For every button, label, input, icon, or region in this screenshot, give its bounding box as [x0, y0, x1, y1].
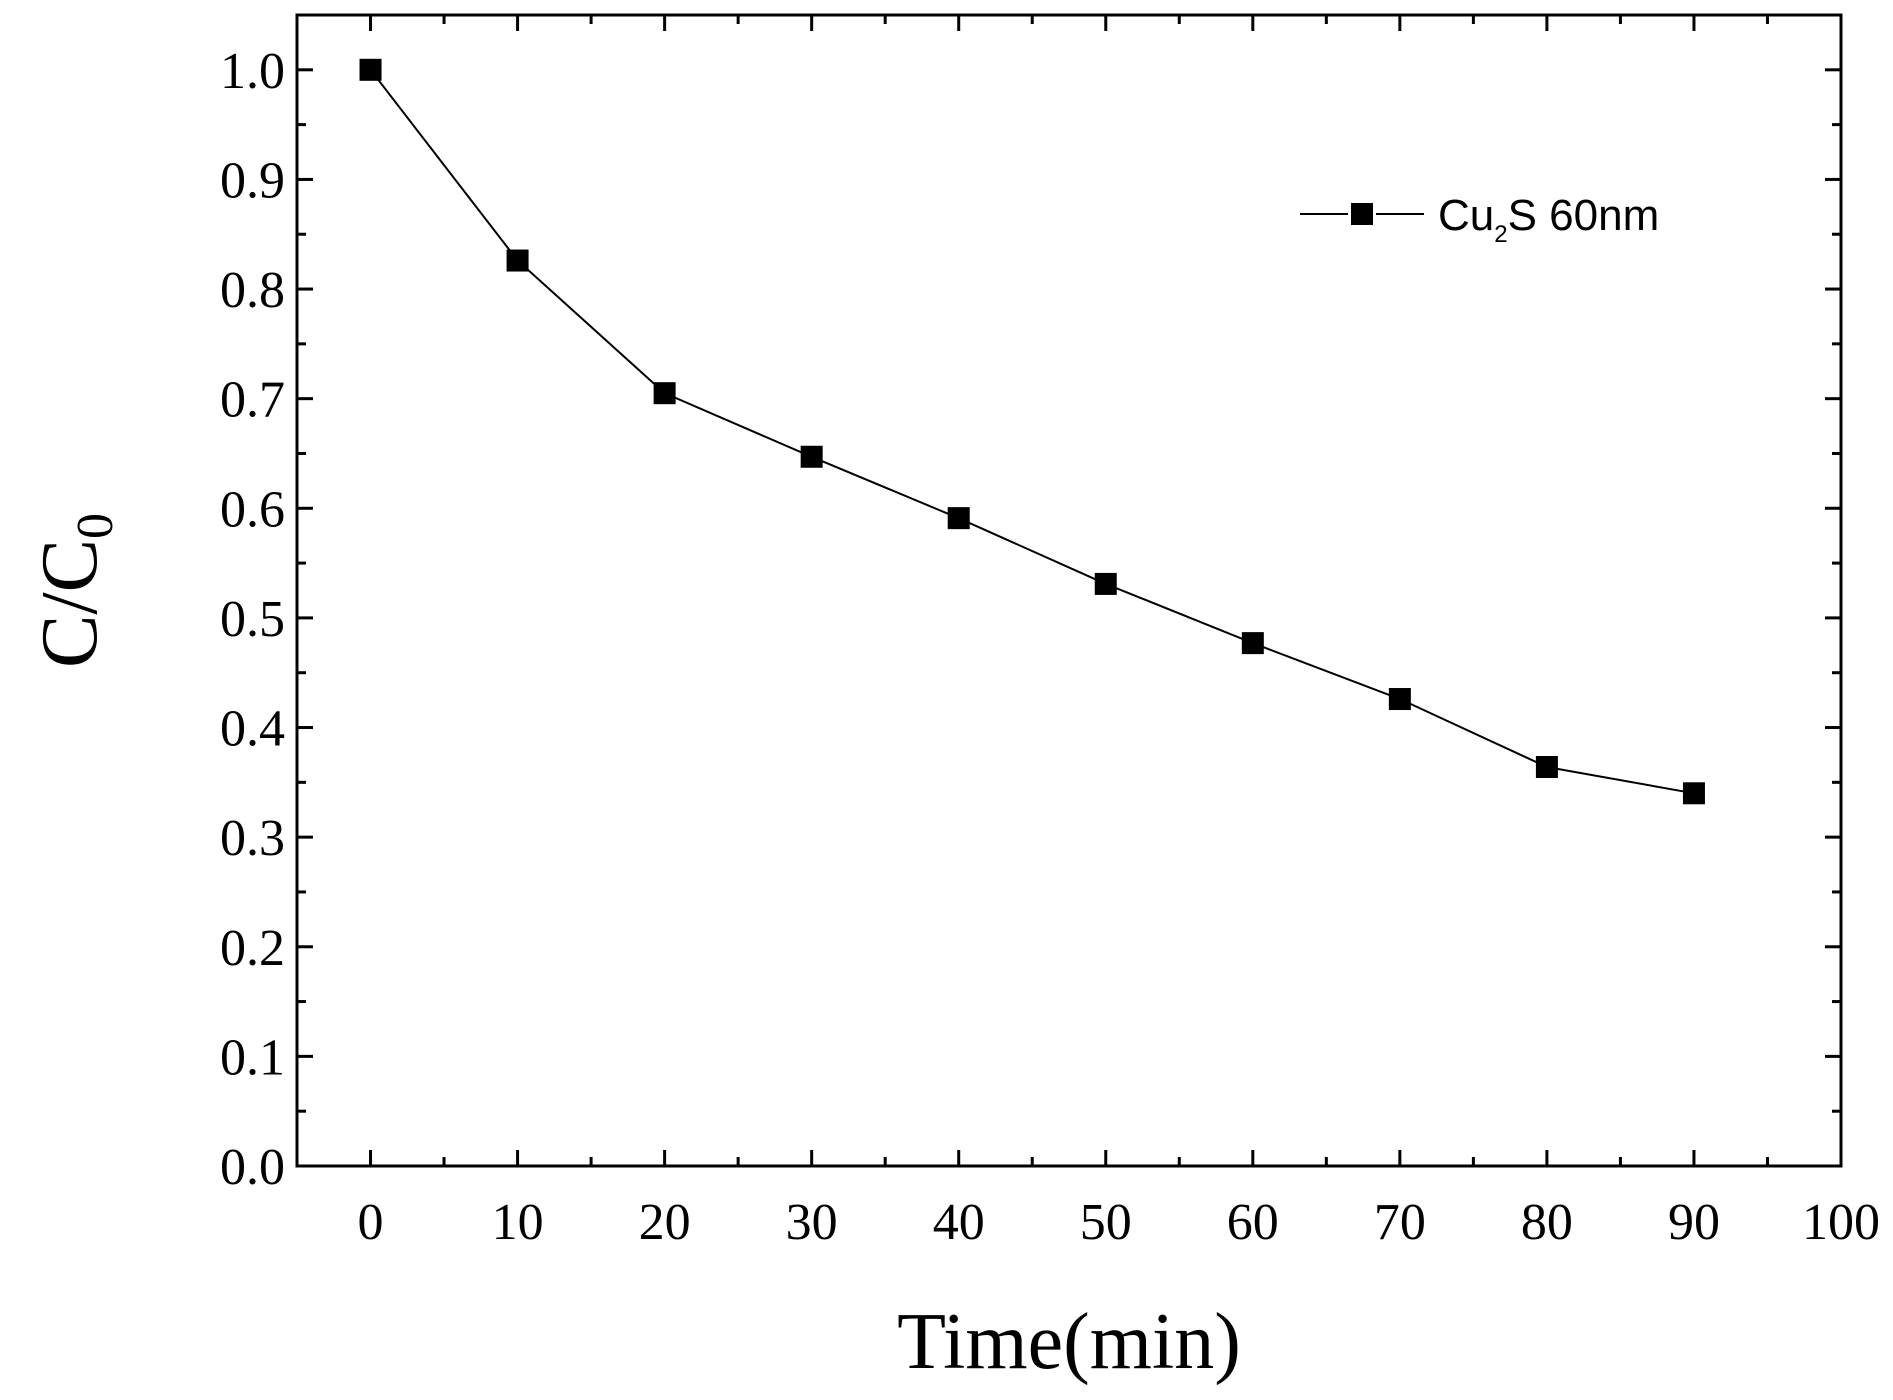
y-tick-label: 0.6: [220, 481, 285, 538]
series-layer: [359, 58, 1705, 805]
x-tick-label: 100: [1802, 1194, 1880, 1251]
y-axis-title-main: C/C: [26, 539, 114, 668]
y-axis-title: C/C0: [26, 513, 124, 668]
series-line: [369, 69, 1695, 795]
y-tick-label: 0.8: [220, 262, 285, 319]
y-axis: 0.0 0.1 0.2 0.3 0.4 0.5 0.6 0.7 0.8 0.9 1.0: [220, 43, 1841, 1196]
x-tick-label: 0: [358, 1194, 384, 1251]
data-point: [1535, 755, 1558, 778]
legend-name-main: Cu: [1438, 191, 1494, 240]
x-tick-label: 40: [933, 1194, 985, 1251]
x-axis: 0 10 20 30 40 50 60 70 80 90 100: [358, 15, 1880, 1251]
y-axis-title-sub: 0: [67, 513, 124, 539]
y-tick-label: 0.4: [220, 701, 285, 758]
x-tick-label: 70: [1374, 1194, 1426, 1251]
y-tick-label: 0.1: [220, 1029, 285, 1086]
legend-marker: [1351, 203, 1373, 225]
legend: Cu2S 60nm: [1300, 191, 1659, 248]
x-tick-label: 10: [492, 1194, 544, 1251]
y-tick-label: 1.0: [220, 43, 285, 100]
x-tick-label: 50: [1080, 1194, 1132, 1251]
x-tick-label: 60: [1227, 1194, 1279, 1251]
legend-series-name: Cu2S 60nm: [1438, 191, 1659, 248]
y-tick-label: 0.2: [220, 920, 285, 977]
plot-area: [295, 13, 1843, 1168]
plot-frame: [295, 13, 1843, 1168]
data-point: [359, 58, 382, 81]
data-point: [1682, 782, 1705, 805]
data-point: [1094, 572, 1117, 595]
y-tick-label: 0.0: [220, 1139, 285, 1196]
x-tick-label: 80: [1521, 1194, 1573, 1251]
legend-name-sub: 2: [1494, 221, 1507, 248]
data-point: [1241, 632, 1264, 655]
x-tick-label: 30: [786, 1194, 838, 1251]
y-tick-label: 0.3: [220, 810, 285, 867]
data-point: [653, 382, 676, 405]
legend-name-rest: S 60nm: [1508, 191, 1660, 240]
x-tick-label: 20: [639, 1194, 691, 1251]
x-tick-label: 90: [1668, 1194, 1720, 1251]
data-point: [1388, 688, 1411, 711]
x-axis-title: Time(min): [897, 1298, 1241, 1386]
data-point: [800, 445, 823, 468]
y-tick-label: 0.5: [220, 591, 285, 648]
data-point: [506, 249, 529, 272]
data-point: [947, 507, 970, 530]
y-tick-label: 0.7: [220, 372, 285, 429]
y-tick-label: 0.9: [220, 152, 285, 209]
